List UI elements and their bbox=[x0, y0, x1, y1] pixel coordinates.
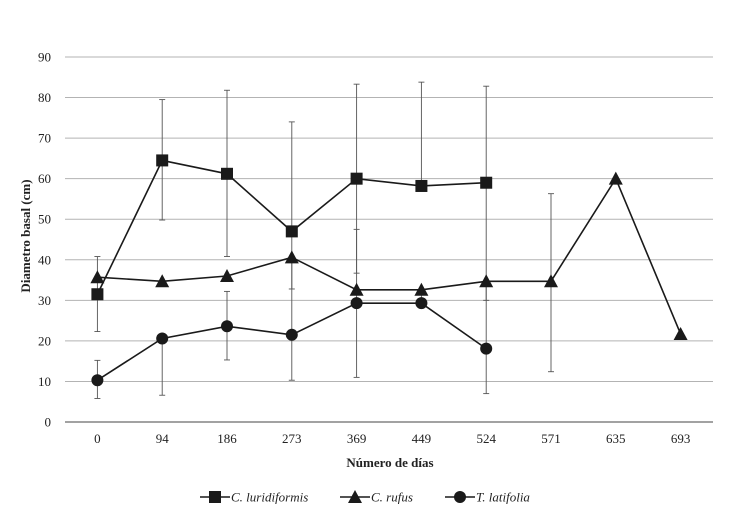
y-tick-20: 20 bbox=[38, 333, 51, 348]
marker-c-luridiformis-0 bbox=[91, 288, 104, 301]
x-tick-94: 94 bbox=[156, 431, 170, 446]
x-tick-labels: 0 94 186 273 369 449 524 571 635 693 bbox=[94, 431, 690, 446]
y-tick-80: 80 bbox=[38, 90, 51, 105]
x-tick-693: 693 bbox=[671, 431, 691, 446]
y-tick-labels: 0 10 20 30 40 50 60 70 80 90 bbox=[38, 50, 51, 430]
series-line-c-rufus bbox=[97, 176, 682, 335]
legend: C. luridiformis C. rufus T. latifolia bbox=[200, 490, 530, 505]
legend-marker-c-luridiformis bbox=[209, 491, 221, 503]
marker-t-latifolia-94 bbox=[156, 332, 169, 345]
x-tick-635: 635 bbox=[606, 431, 626, 446]
y-tick-40: 40 bbox=[38, 252, 51, 267]
x-tick-524: 524 bbox=[476, 431, 496, 446]
marker-c-luridiformis-273 bbox=[285, 225, 298, 238]
marker-c-rufus-273 bbox=[284, 250, 299, 264]
y-tick-70: 70 bbox=[38, 131, 51, 146]
marker-c-rufus-94 bbox=[155, 274, 170, 288]
marker-c-rufus-0 bbox=[90, 270, 105, 284]
x-axis-title: Número de días bbox=[346, 455, 433, 470]
marker-c-rufus-635 bbox=[608, 171, 623, 185]
marker-t-latifolia-186 bbox=[221, 320, 233, 333]
marker-c-rufus-186 bbox=[220, 269, 234, 282]
marker-c-rufus-524 bbox=[479, 274, 494, 288]
marker-c-luridiformis-369 bbox=[350, 172, 363, 185]
y-tick-0: 0 bbox=[45, 415, 52, 430]
x-tick-449: 449 bbox=[412, 431, 432, 446]
y-tick-30: 30 bbox=[38, 293, 51, 308]
x-tick-571: 571 bbox=[541, 431, 561, 446]
legend-label-c-luridiformis: C. luridiformis bbox=[231, 490, 308, 505]
marker-c-rufus-449 bbox=[414, 282, 429, 296]
legend-label-t-latifolia: T. latifolia bbox=[476, 490, 530, 505]
marker-c-luridiformis-449 bbox=[415, 179, 428, 192]
y-tick-10: 10 bbox=[38, 374, 51, 389]
marker-t-latifolia-449 bbox=[415, 297, 428, 310]
marker-c-rufus-369 bbox=[349, 282, 364, 296]
marker-t-latifolia-0 bbox=[91, 374, 104, 387]
marker-c-rufus-571 bbox=[544, 274, 558, 288]
legend-label-c-rufus: C. rufus bbox=[371, 490, 413, 505]
y-tick-50: 50 bbox=[38, 212, 51, 227]
series-markers bbox=[90, 154, 688, 387]
marker-t-latifolia-273 bbox=[285, 328, 298, 341]
series-lines bbox=[96, 159, 682, 381]
x-tick-0: 0 bbox=[94, 431, 101, 446]
grid-layer bbox=[65, 56, 713, 423]
marker-c-luridiformis-524 bbox=[480, 176, 493, 189]
y-axis-title: Diametro basal (cm) bbox=[18, 179, 33, 292]
marker-c-rufus-693 bbox=[673, 326, 688, 340]
marker-t-latifolia-369 bbox=[350, 297, 363, 310]
x-tick-369: 369 bbox=[347, 431, 367, 446]
marker-t-latifolia-524 bbox=[480, 342, 493, 355]
y-tick-90: 90 bbox=[38, 50, 51, 65]
legend-marker-c-rufus bbox=[348, 490, 362, 503]
x-tick-186: 186 bbox=[217, 431, 237, 446]
marker-c-luridiformis-186 bbox=[221, 167, 233, 180]
legend-marker-t-latifolia bbox=[454, 491, 466, 503]
x-tick-273: 273 bbox=[282, 431, 302, 446]
marker-c-luridiformis-94 bbox=[156, 154, 169, 167]
y-tick-60: 60 bbox=[38, 171, 51, 186]
